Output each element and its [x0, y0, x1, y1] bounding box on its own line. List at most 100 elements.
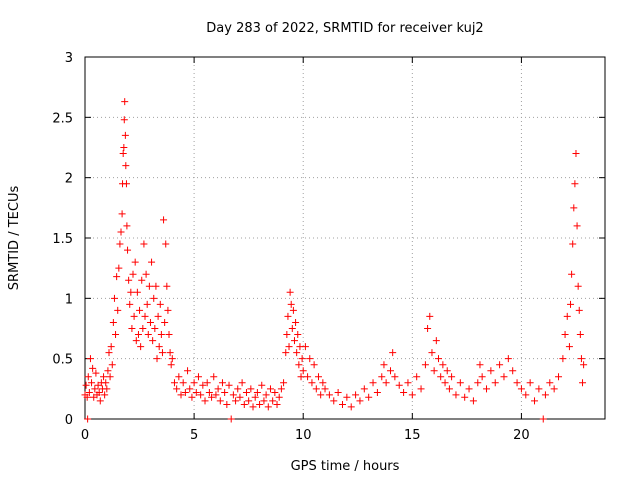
data-point	[158, 349, 166, 357]
data-point	[373, 388, 381, 396]
data-point	[287, 300, 295, 308]
data-point	[347, 403, 355, 411]
data-point	[573, 222, 581, 230]
data-point	[382, 379, 390, 387]
data-point	[125, 276, 133, 284]
data-point	[478, 373, 486, 381]
data-point	[575, 306, 583, 314]
data-point	[283, 331, 291, 339]
data-point	[137, 343, 145, 351]
data-point	[112, 331, 120, 339]
data-point	[408, 391, 416, 399]
data-point	[452, 391, 460, 399]
data-point	[317, 391, 325, 399]
data-point	[289, 306, 297, 314]
data-point	[138, 276, 146, 284]
data-point	[579, 379, 587, 387]
data-point	[88, 379, 96, 387]
data-point	[89, 364, 97, 372]
data-points	[81, 98, 588, 423]
data-point	[271, 388, 279, 396]
data-point	[380, 361, 388, 369]
data-point	[144, 331, 152, 339]
y-tick-label: 2.5	[52, 111, 73, 126]
data-point	[120, 144, 128, 151]
y-tick-label: 3	[65, 51, 73, 66]
axis-ticks: 0 5 10 15 20 0 0.5 1 1.5 2 2.5 3	[52, 51, 605, 443]
data-point	[269, 397, 277, 405]
data-point	[531, 397, 539, 405]
data-point	[504, 355, 512, 363]
data-point	[104, 367, 112, 375]
data-point	[292, 318, 300, 326]
data-point	[170, 379, 178, 387]
data-point	[210, 373, 218, 381]
data-point	[247, 385, 255, 393]
data-point	[127, 288, 135, 296]
data-point	[240, 401, 248, 409]
data-point	[194, 373, 202, 381]
data-point	[432, 337, 440, 345]
data-point	[120, 116, 128, 124]
data-point	[121, 98, 129, 106]
data-point	[91, 385, 99, 393]
data-point	[417, 385, 425, 393]
data-point	[203, 379, 211, 387]
data-point	[113, 273, 121, 281]
grid-lines	[85, 57, 605, 419]
data-point	[151, 325, 159, 332]
data-point	[266, 385, 274, 393]
data-point	[312, 385, 320, 393]
y-axis-label: SRMTID / TECUs	[7, 186, 22, 291]
data-point	[188, 393, 196, 401]
data-point	[115, 264, 123, 272]
data-point	[360, 385, 368, 393]
data-point	[308, 379, 316, 387]
data-point	[192, 388, 200, 396]
data-point	[223, 401, 231, 409]
data-point	[136, 306, 144, 314]
y-tick-label: 0	[65, 413, 73, 428]
data-point	[86, 355, 94, 363]
data-point	[424, 325, 432, 332]
data-point	[319, 379, 327, 387]
data-point	[476, 361, 484, 369]
data-point	[116, 240, 124, 248]
data-point	[561, 331, 569, 339]
data-point	[571, 180, 579, 188]
data-point	[400, 388, 408, 396]
data-point	[218, 379, 226, 387]
data-point	[338, 401, 346, 409]
data-point	[369, 379, 377, 387]
data-point	[238, 379, 246, 387]
data-point	[92, 369, 100, 377]
data-point	[559, 355, 567, 363]
data-point	[435, 355, 443, 363]
data-point	[474, 379, 482, 387]
data-point	[288, 325, 296, 332]
data-point	[314, 373, 322, 381]
data-point	[114, 306, 122, 314]
data-point	[105, 349, 113, 357]
data-point	[456, 379, 464, 387]
data-point	[275, 393, 283, 401]
data-point	[356, 397, 364, 405]
data-point	[428, 349, 436, 357]
data-point	[227, 415, 235, 423]
data-point	[483, 385, 491, 393]
data-point	[404, 379, 412, 387]
data-point	[85, 388, 93, 396]
data-point	[565, 343, 573, 351]
data-point	[260, 397, 268, 405]
data-point	[162, 240, 170, 248]
data-point	[150, 294, 158, 302]
data-point	[157, 331, 165, 339]
data-point	[304, 373, 312, 381]
data-point	[208, 393, 216, 401]
x-axis-label: GPS time / hours	[291, 459, 400, 474]
data-point	[164, 306, 172, 314]
data-point	[563, 312, 571, 320]
data-point	[448, 373, 456, 381]
data-point	[413, 373, 421, 381]
data-point	[148, 258, 156, 266]
